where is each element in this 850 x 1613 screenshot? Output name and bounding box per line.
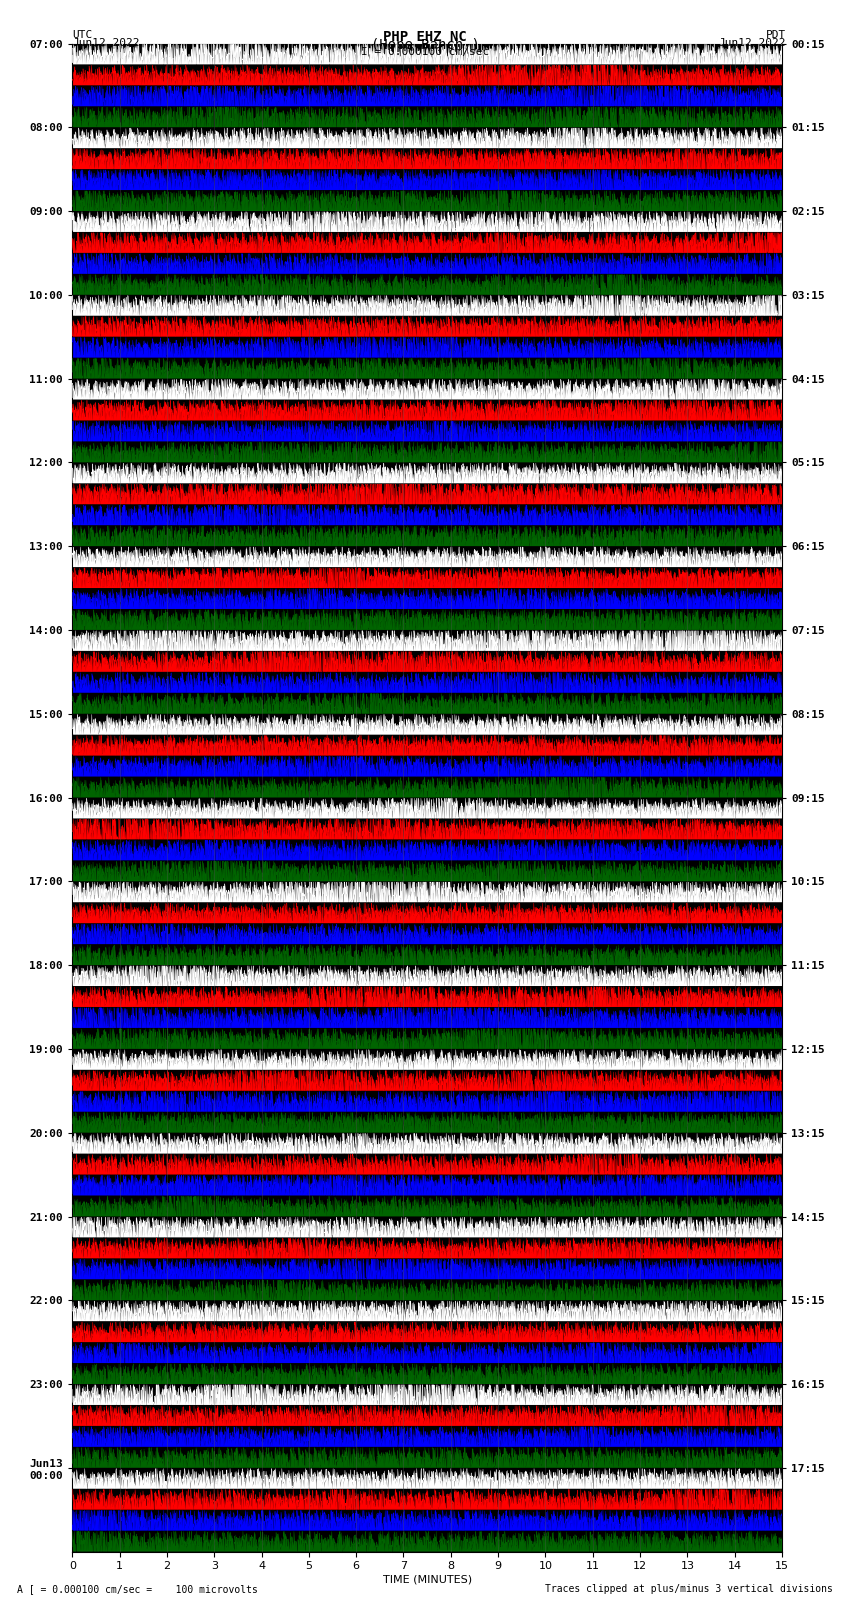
Bar <box>72 1321 782 1342</box>
Bar <box>72 44 782 65</box>
Bar <box>72 965 782 986</box>
Bar <box>72 777 782 798</box>
Bar <box>72 1342 782 1363</box>
Bar <box>72 190 782 211</box>
Bar <box>72 169 782 190</box>
Bar <box>72 1426 782 1447</box>
Bar <box>72 1090 782 1111</box>
Bar <box>72 1174 782 1195</box>
Bar <box>72 715 782 736</box>
Bar <box>72 85 782 106</box>
Bar <box>72 1195 782 1216</box>
Bar <box>72 1468 782 1489</box>
Bar <box>72 1237 782 1258</box>
Bar <box>72 568 782 589</box>
Bar <box>72 1405 782 1426</box>
Bar <box>72 358 782 379</box>
Bar <box>72 1531 782 1552</box>
Text: Jun12,2022: Jun12,2022 <box>719 39 786 48</box>
Bar <box>72 442 782 463</box>
Bar <box>72 756 782 777</box>
Bar <box>72 1153 782 1174</box>
Bar <box>72 505 782 526</box>
Bar <box>72 421 782 442</box>
Bar <box>72 839 782 860</box>
Bar <box>72 400 782 421</box>
Bar <box>72 589 782 610</box>
Text: A [ = 0.000100 cm/sec =    100 microvolts: A [ = 0.000100 cm/sec = 100 microvolts <box>17 1584 258 1594</box>
Bar <box>72 127 782 148</box>
Text: Traces clipped at plus/minus 3 vertical divisions: Traces clipped at plus/minus 3 vertical … <box>545 1584 833 1594</box>
Bar <box>72 253 782 274</box>
Bar <box>72 316 782 337</box>
Bar <box>72 65 782 85</box>
Text: UTC: UTC <box>72 31 93 40</box>
Bar <box>72 986 782 1007</box>
Bar <box>72 1216 782 1237</box>
Bar <box>72 1027 782 1048</box>
Bar <box>72 798 782 818</box>
Bar <box>72 1279 782 1300</box>
Bar <box>72 818 782 839</box>
Text: I = 0.000100 cm/sec: I = 0.000100 cm/sec <box>361 47 489 56</box>
Bar <box>72 1384 782 1405</box>
Bar <box>72 463 782 484</box>
Bar <box>72 902 782 923</box>
Text: PDT: PDT <box>766 31 786 40</box>
Bar <box>72 547 782 568</box>
Bar <box>72 1048 782 1069</box>
Bar <box>72 694 782 715</box>
Bar <box>72 484 782 505</box>
Bar <box>72 1510 782 1531</box>
Bar <box>72 274 782 295</box>
Bar <box>72 631 782 652</box>
Bar <box>72 860 782 881</box>
Bar <box>72 610 782 631</box>
Bar <box>72 881 782 902</box>
Bar <box>72 652 782 673</box>
Bar <box>72 1489 782 1510</box>
Bar <box>72 379 782 400</box>
Bar <box>72 232 782 253</box>
Bar <box>72 944 782 965</box>
Bar <box>72 1111 782 1132</box>
Text: (Hope Ranch ): (Hope Ranch ) <box>371 39 479 52</box>
Bar <box>72 1258 782 1279</box>
Text: Jun12,2022: Jun12,2022 <box>72 39 139 48</box>
Bar <box>72 1007 782 1027</box>
Bar <box>72 526 782 547</box>
Bar <box>72 923 782 944</box>
Bar <box>72 1300 782 1321</box>
Bar <box>72 295 782 316</box>
Bar <box>72 1447 782 1468</box>
Bar <box>72 148 782 169</box>
Bar <box>72 1363 782 1384</box>
Bar <box>72 211 782 232</box>
X-axis label: TIME (MINUTES): TIME (MINUTES) <box>382 1574 472 1584</box>
Bar <box>72 1132 782 1153</box>
Bar <box>72 1069 782 1090</box>
Text: PHP EHZ NC: PHP EHZ NC <box>383 31 467 44</box>
Bar <box>72 736 782 756</box>
Bar <box>72 673 782 694</box>
Bar <box>72 106 782 127</box>
Bar <box>72 337 782 358</box>
